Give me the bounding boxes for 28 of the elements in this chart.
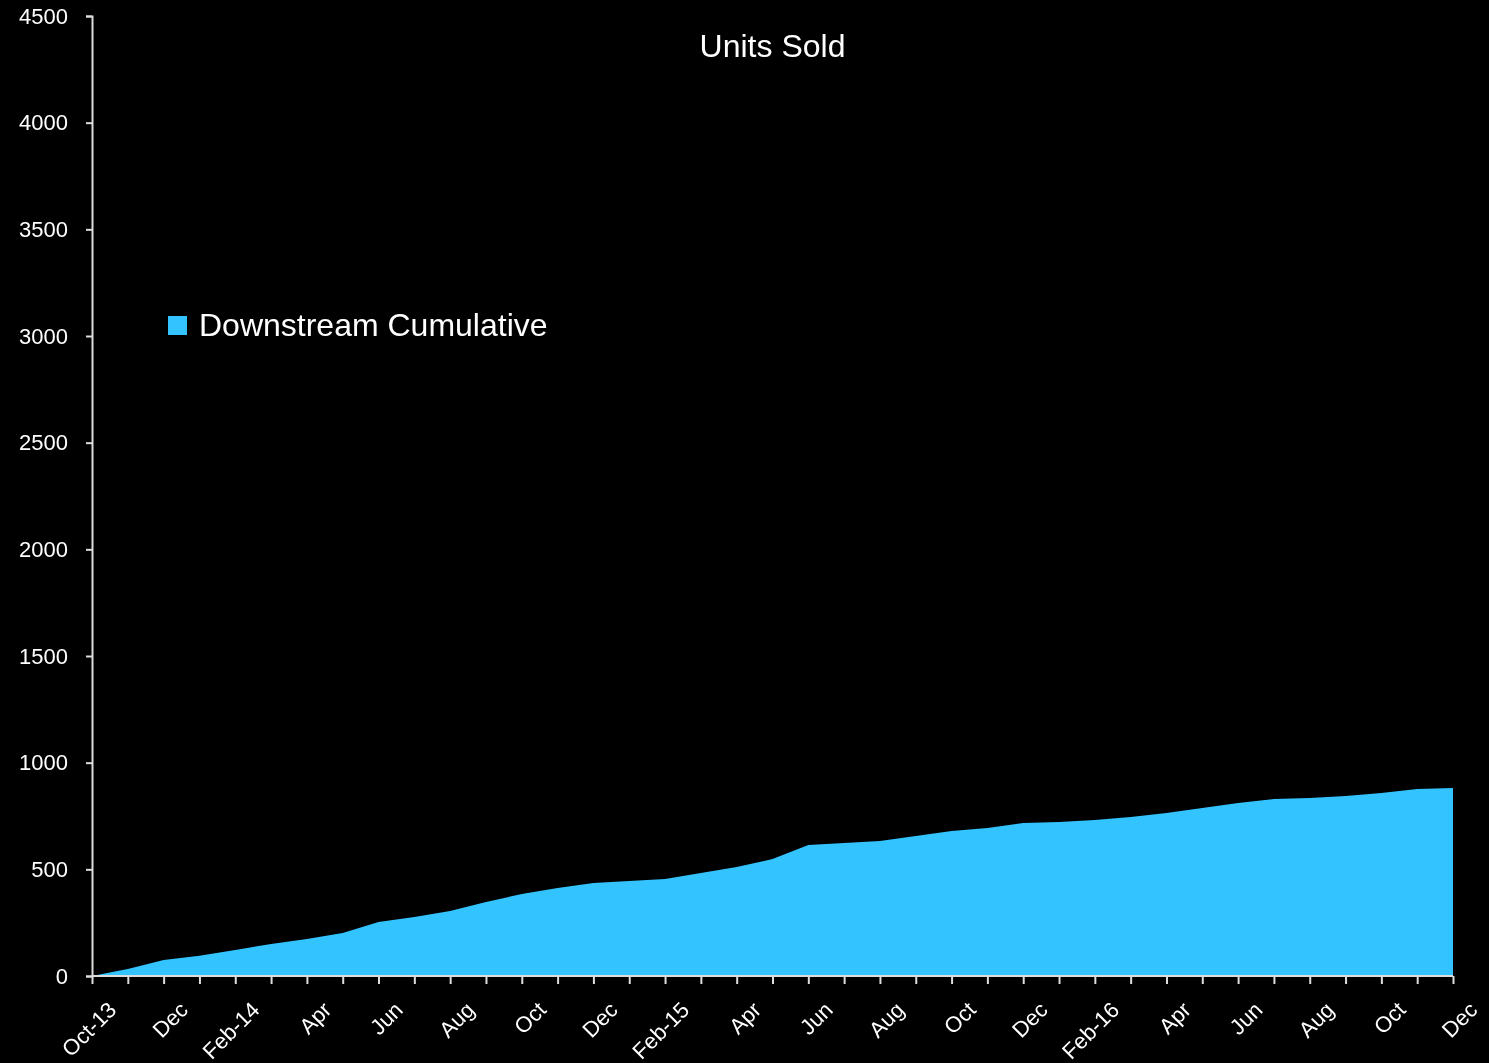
y-tick-label: 3500	[19, 216, 68, 242]
chart-title: Units Sold	[699, 28, 846, 64]
x-tick-label: Dec	[147, 997, 193, 1043]
y-tick-label: 1000	[19, 750, 68, 776]
y-tick-label: 500	[31, 856, 68, 882]
x-tick-label: Apr	[1153, 997, 1196, 1039]
x-tick-label: Dec	[1007, 997, 1053, 1043]
x-tick-label: Apr	[294, 997, 337, 1039]
x-tick-label: Jun	[794, 997, 838, 1040]
x-tick-label: Aug	[1293, 997, 1339, 1043]
x-tick-label: Apr	[724, 997, 766, 1039]
x-tick-label: Aug	[863, 997, 910, 1043]
x-tick-label: Oct	[938, 997, 981, 1039]
y-tick-label: 4500	[19, 3, 68, 29]
y-tick-label: 2500	[19, 430, 68, 456]
legend-label: Downstream Cumulative	[199, 307, 548, 344]
x-tick-label: Dec	[1436, 997, 1483, 1043]
x-tick-label: Jun	[1224, 997, 1268, 1040]
x-tick-label: Aug	[434, 997, 480, 1043]
y-tick-label: 3000	[19, 323, 68, 349]
x-tick-label: Dec	[577, 997, 623, 1043]
x-tick-label: Oct	[509, 997, 552, 1039]
x-tick-label: Oct	[1368, 997, 1411, 1039]
x-tick-label: Jun	[365, 997, 408, 1040]
y-tick-label: 4000	[19, 110, 68, 136]
y-tick-label: 1500	[19, 643, 68, 669]
y-tick-label: 2000	[19, 536, 68, 562]
y-tick-label: 0	[55, 963, 68, 989]
